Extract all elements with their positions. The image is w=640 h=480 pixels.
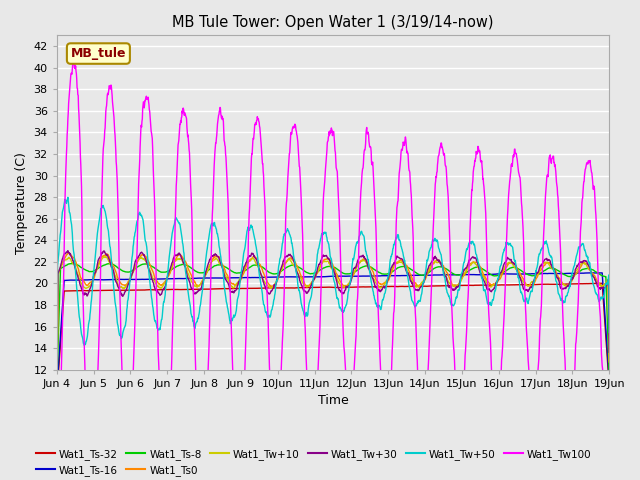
Wat1_Tw+30 bbox=[605, 349, 613, 355]
Wat1_Tw+30 bbox=[118, 293, 126, 299]
Line: Wat1_Tw+50: Wat1_Tw+50 bbox=[57, 197, 609, 384]
Wat1_Tw100 bbox=[97, 286, 104, 291]
Line: Wat1_Ts-32: Wat1_Ts-32 bbox=[57, 283, 609, 395]
Wat1_Tw+10 bbox=[309, 278, 317, 284]
Wat1_Tw100 bbox=[119, 396, 127, 401]
Wat1_Tw+50 bbox=[309, 279, 317, 285]
Wat1_Ts0 bbox=[65, 251, 72, 256]
Wat1_Tw+50 bbox=[118, 333, 126, 339]
Wat1_Tw+30 bbox=[288, 253, 296, 259]
Wat1_Tw+30 bbox=[64, 248, 72, 253]
Wat1_Ts-8 bbox=[118, 268, 126, 274]
Wat1_Tw100 bbox=[605, 432, 613, 438]
Wat1_Ts-16 bbox=[53, 387, 61, 393]
Wat1_Tw+10 bbox=[53, 385, 61, 391]
Wat1_Ts-32 bbox=[118, 288, 126, 293]
Wat1_Tw100 bbox=[69, 57, 77, 62]
Wat1_Ts0 bbox=[367, 266, 375, 272]
Wat1_Ts0 bbox=[288, 255, 296, 261]
Wat1_Tw+10 bbox=[102, 254, 109, 260]
Wat1_Ts-16 bbox=[96, 277, 104, 283]
Wat1_Tw+50 bbox=[367, 280, 375, 286]
Wat1_Ts-16 bbox=[287, 274, 295, 280]
Wat1_Tw+50 bbox=[64, 194, 72, 200]
Wat1_Ts-8 bbox=[605, 374, 613, 380]
Line: Wat1_Ts-16: Wat1_Ts-16 bbox=[57, 273, 609, 390]
Wat1_Ts-16 bbox=[598, 270, 605, 276]
Wat1_Ts-16 bbox=[118, 276, 126, 282]
Line: Wat1_Tw+10: Wat1_Tw+10 bbox=[57, 257, 609, 388]
Wat1_Tw+50 bbox=[53, 381, 61, 387]
Wat1_Tw+10 bbox=[118, 285, 126, 291]
Wat1_Tw+50 bbox=[96, 213, 104, 218]
Wat1_Ts-32 bbox=[53, 392, 61, 398]
Wat1_Tw+10 bbox=[367, 272, 375, 278]
Wat1_Tw+30 bbox=[96, 254, 104, 260]
Wat1_Ts-8 bbox=[53, 382, 61, 387]
Wat1_Ts0 bbox=[299, 276, 307, 282]
Wat1_Tw+10 bbox=[299, 280, 307, 286]
Legend: Wat1_Ts-32, Wat1_Ts-16, Wat1_Ts-8, Wat1_Ts0, Wat1_Tw+10, Wat1_Tw+30, Wat1_Tw+50,: Wat1_Ts-32, Wat1_Ts-16, Wat1_Ts-8, Wat1_… bbox=[32, 444, 596, 480]
Wat1_Ts-32 bbox=[96, 288, 104, 293]
X-axis label: Time: Time bbox=[317, 395, 348, 408]
Wat1_Ts-8 bbox=[309, 271, 317, 276]
Wat1_Ts-32 bbox=[299, 285, 307, 290]
Wat1_Ts-8 bbox=[367, 264, 375, 270]
Wat1_Tw+50 bbox=[605, 330, 613, 336]
Wat1_Tw+30 bbox=[53, 385, 61, 391]
Wat1_Tw100 bbox=[300, 263, 307, 268]
Wat1_Ts-32 bbox=[598, 280, 606, 286]
Wat1_Ts-16 bbox=[367, 273, 375, 279]
Text: MB_tule: MB_tule bbox=[70, 47, 126, 60]
Line: Wat1_Tw+30: Wat1_Tw+30 bbox=[57, 251, 609, 388]
Wat1_Ts-16 bbox=[308, 274, 316, 280]
Wat1_Tw100 bbox=[368, 161, 376, 167]
Wat1_Tw+10 bbox=[96, 260, 104, 265]
Wat1_Tw+10 bbox=[288, 259, 296, 265]
Wat1_Ts0 bbox=[96, 258, 104, 264]
Wat1_Ts0 bbox=[605, 360, 613, 365]
Wat1_Tw+30 bbox=[299, 286, 307, 292]
Wat1_Tw+30 bbox=[367, 273, 375, 278]
Wat1_Ts-32 bbox=[308, 285, 316, 290]
Wat1_Ts0 bbox=[53, 384, 61, 390]
Wat1_Tw+50 bbox=[288, 240, 296, 246]
Title: MB Tule Tower: Open Water 1 (3/19/14-now): MB Tule Tower: Open Water 1 (3/19/14-now… bbox=[172, 15, 494, 30]
Line: Wat1_Ts0: Wat1_Ts0 bbox=[57, 253, 609, 387]
Wat1_Ts-8 bbox=[96, 264, 104, 270]
Wat1_Ts-32 bbox=[605, 383, 613, 389]
Line: Wat1_Ts-8: Wat1_Ts-8 bbox=[57, 264, 609, 384]
Wat1_Ts-16 bbox=[299, 274, 307, 280]
Wat1_Ts-8 bbox=[70, 261, 77, 266]
Wat1_Tw+30 bbox=[309, 278, 317, 284]
Wat1_Tw100 bbox=[310, 438, 317, 444]
Wat1_Ts-32 bbox=[367, 284, 375, 289]
Wat1_Ts-8 bbox=[299, 267, 307, 273]
Wat1_Ts0 bbox=[309, 278, 317, 284]
Wat1_Tw100 bbox=[288, 130, 296, 135]
Wat1_Ts0 bbox=[118, 282, 126, 288]
Wat1_Tw+50 bbox=[299, 308, 307, 313]
Wat1_Ts-8 bbox=[288, 262, 296, 268]
Wat1_Tw+10 bbox=[605, 358, 613, 364]
Y-axis label: Temperature (C): Temperature (C) bbox=[15, 152, 28, 253]
Line: Wat1_Tw100: Wat1_Tw100 bbox=[57, 60, 609, 480]
Wat1_Ts-16 bbox=[605, 377, 613, 383]
Wat1_Ts-32 bbox=[287, 285, 295, 291]
